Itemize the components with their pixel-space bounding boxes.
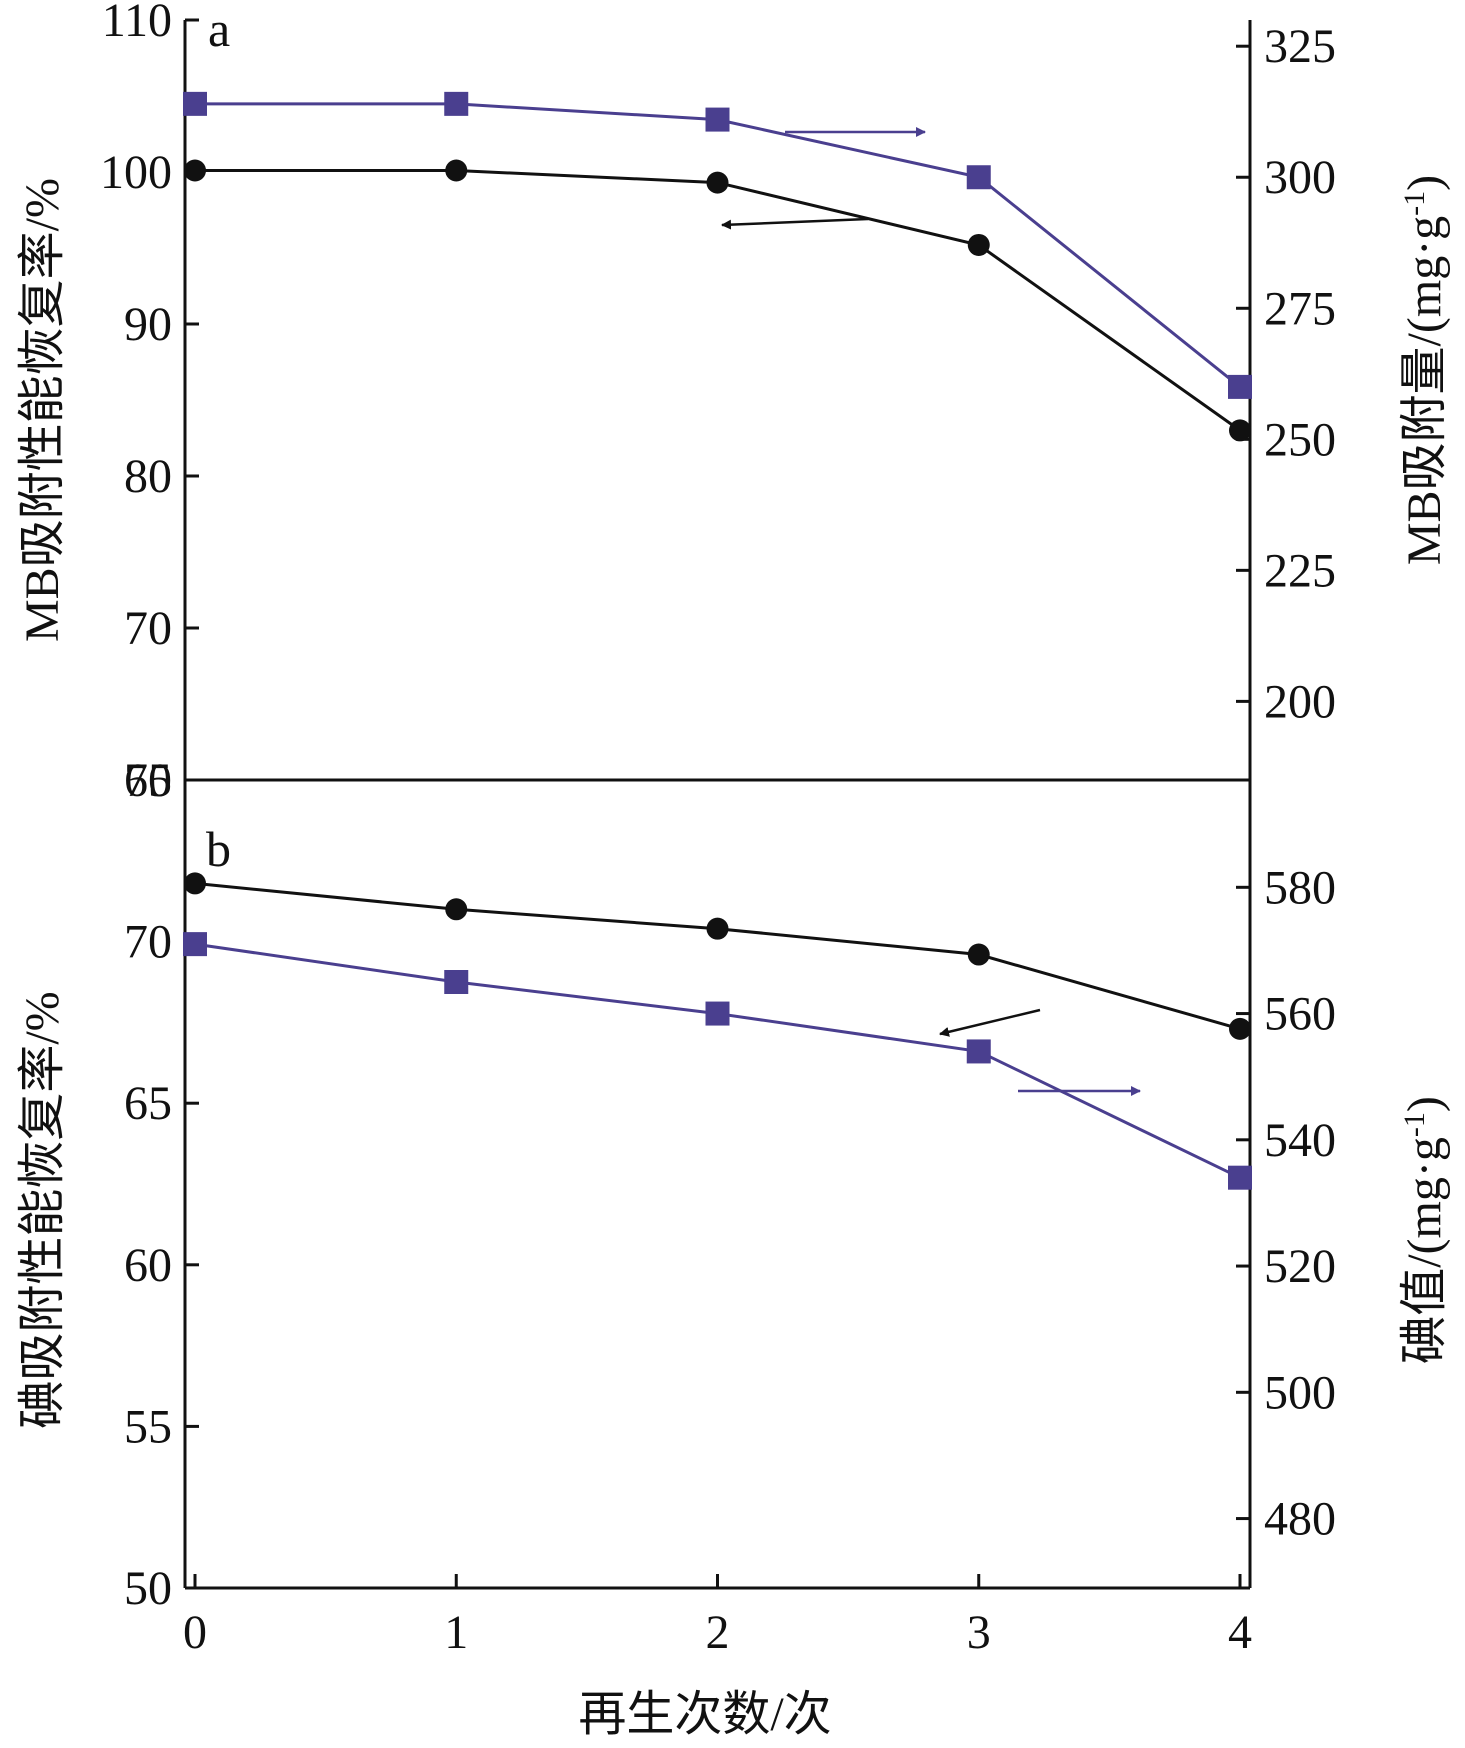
right-tick-label: 250 bbox=[1264, 413, 1336, 466]
right-tick-label: 500 bbox=[1264, 1366, 1336, 1419]
left-tick-label: 70 bbox=[124, 602, 172, 655]
panel-a-label: a bbox=[208, 1, 230, 57]
right-tick-label: 480 bbox=[1264, 1493, 1336, 1546]
right-tick-label: 520 bbox=[1264, 1240, 1336, 1293]
right-tick-label: 540 bbox=[1264, 1114, 1336, 1167]
panel-a-left-series-arrow bbox=[721, 217, 869, 230]
left-tick-label: 100 bbox=[100, 146, 172, 199]
right-series-line bbox=[195, 102, 1241, 389]
left-tick-label: 60 bbox=[124, 1239, 172, 1292]
panel-b-left-series-arrow bbox=[939, 1008, 1041, 1037]
x-tick-label: 2 bbox=[706, 1606, 730, 1659]
square-point bbox=[705, 1001, 730, 1026]
left-tick-label: 60 bbox=[124, 754, 172, 807]
right-tick-label: 300 bbox=[1264, 151, 1336, 204]
panel-a-right-ticks: 200 225 250 275 300 325 bbox=[1236, 20, 1336, 728]
panel-b-right-ticks: 480 500 520 540 560 580 bbox=[1236, 861, 1336, 1546]
square-point bbox=[705, 107, 730, 132]
panel-a-right-axis-title: MB吸附量/(mg·g-1) bbox=[1398, 175, 1451, 565]
panel-b-label: b bbox=[206, 821, 231, 877]
circle-point bbox=[967, 943, 990, 966]
right-tick-label: 200 bbox=[1264, 675, 1336, 728]
square-point bbox=[1228, 1165, 1252, 1190]
circle-point bbox=[706, 917, 729, 940]
square-point bbox=[966, 165, 991, 190]
panel-a-left-axis-title: MB吸附性能恢复率/% bbox=[16, 178, 69, 642]
left-tick-label: 55 bbox=[124, 1400, 172, 1453]
x-axis-title: 再生次数/次 bbox=[578, 1688, 831, 1741]
circle-point bbox=[706, 171, 729, 194]
circle-point bbox=[445, 159, 468, 182]
right-series-line bbox=[194, 942, 1241, 1180]
panel-a: a 60 70 80 90 100 110 200 225 250 275 300 325 MB吸附… bbox=[16, 0, 1451, 807]
panel-b-right-axis-title: 碘值/(mg·g-1) bbox=[1398, 1096, 1451, 1364]
left-tick-label: 80 bbox=[124, 450, 172, 503]
square-point bbox=[444, 91, 469, 116]
left-tick-label: 110 bbox=[102, 0, 172, 47]
circle-point bbox=[1229, 419, 1251, 442]
square-point bbox=[1228, 374, 1252, 399]
left-tick-label: 75 bbox=[124, 754, 172, 807]
right-tick-label: 325 bbox=[1264, 20, 1336, 73]
x-tick-label: 3 bbox=[967, 1606, 991, 1659]
left-tick-label: 70 bbox=[124, 916, 172, 969]
panel-a-left-ticks: 60 70 80 90 100 110 bbox=[100, 0, 199, 807]
circle-point bbox=[1229, 1017, 1251, 1040]
right-tick-label: 225 bbox=[1264, 544, 1336, 597]
left-series-line bbox=[195, 169, 1241, 432]
circle-point bbox=[184, 872, 206, 895]
left-tick-label: 50 bbox=[124, 1562, 172, 1615]
right-tick-label: 275 bbox=[1264, 282, 1336, 335]
left-tick-label: 65 bbox=[124, 1077, 172, 1130]
right-tick-label: 560 bbox=[1264, 988, 1336, 1041]
right-tick-label: 580 bbox=[1264, 861, 1336, 914]
x-tick-label: 1 bbox=[444, 1606, 468, 1659]
square-point bbox=[966, 1039, 991, 1064]
left-tick-label: 90 bbox=[124, 298, 172, 351]
circle-point bbox=[445, 898, 468, 921]
circle-point bbox=[967, 233, 990, 256]
panel-b-left-axis-title: 碘吸附性能恢复率/% bbox=[16, 991, 69, 1428]
panel-b-series bbox=[183, 872, 1252, 1190]
x-tick-label: 4 bbox=[1228, 1606, 1252, 1659]
square-point bbox=[444, 970, 469, 994]
x-tick-label: 0 bbox=[183, 1606, 207, 1659]
circle-point bbox=[184, 159, 206, 182]
square-point bbox=[183, 932, 207, 957]
panel-a-series bbox=[183, 91, 1252, 442]
panel-b-x-ticks: 0 1 2 3 4 bbox=[183, 1574, 1252, 1659]
square-point bbox=[183, 91, 207, 116]
panel-b-left-ticks: 50 55 60 65 70 75 bbox=[124, 754, 199, 1615]
